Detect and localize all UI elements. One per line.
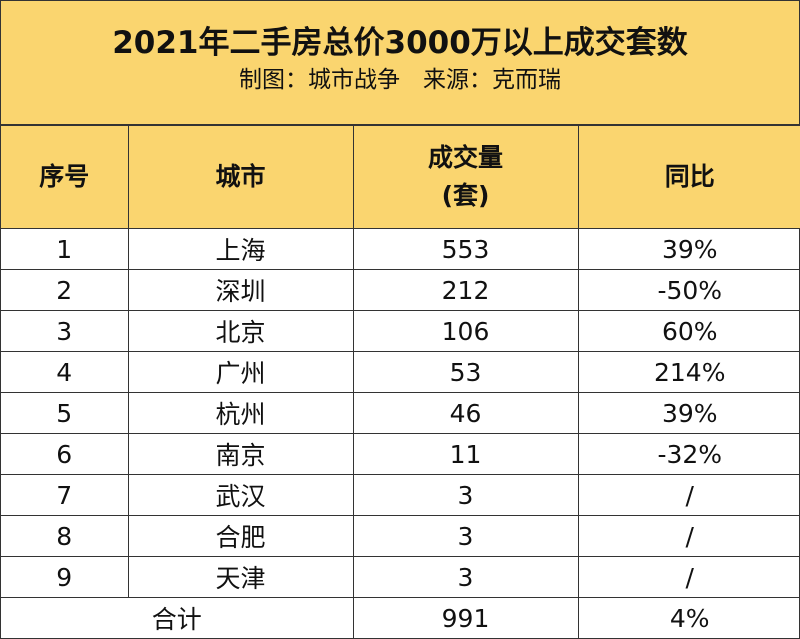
table: 序号 城市 成交量 (套) 同比 1 上海 553 39% 2 深圳 212 -50% 3 北京 106 60… xyxy=(1,125,800,639)
table-cell: 39% xyxy=(577,228,800,270)
table-row: 5 杭州 46 39% xyxy=(1,392,800,434)
column-header-text: 同比 xyxy=(664,162,715,191)
table-cell: 6 xyxy=(1,433,129,475)
table-cell: 53 xyxy=(352,351,579,393)
table-cell: 553 xyxy=(352,228,579,270)
table-cell: 214% xyxy=(577,351,800,393)
table-cell: / xyxy=(577,474,800,516)
table-row: 2 深圳 212 -50% xyxy=(1,269,800,311)
table-cell: 3 xyxy=(352,474,579,516)
table-cell: 上海 xyxy=(127,228,354,270)
subtitle: 制图：城市战争 来源：克而瑞 xyxy=(239,67,561,93)
table-cell: / xyxy=(577,556,800,598)
table-cell: -32% xyxy=(577,433,800,475)
column-header: 序号 xyxy=(1,125,129,229)
table-cell: 106 xyxy=(352,310,579,352)
table-cell: 4 xyxy=(1,351,129,393)
table-row: 7 武汉 3/ xyxy=(1,474,800,516)
table-row: 9 天津 3/ xyxy=(1,556,800,598)
header-row: 序号 城市 成交量 (套) 同比 xyxy=(1,125,800,229)
table-cell: 武汉 xyxy=(127,474,354,516)
table-cell: 南京 xyxy=(127,433,354,475)
table-cell: 深圳 xyxy=(127,269,354,311)
table-cell: 3 xyxy=(1,310,129,352)
table-cell: 1 xyxy=(1,228,129,270)
total-change: 4% xyxy=(577,597,800,639)
table-cell: 9 xyxy=(1,556,129,598)
table-cell: 3 xyxy=(352,515,579,557)
table-cell: -50% xyxy=(577,269,800,311)
table-row: 3 北京 106 60% xyxy=(1,310,800,352)
table-cell: 天津 xyxy=(127,556,354,598)
table-cell: 11 xyxy=(352,433,579,475)
column-unit: (套) xyxy=(441,181,490,210)
table-cell: / xyxy=(577,515,800,557)
total-label: 合计 xyxy=(1,597,354,639)
table-cell: 60% xyxy=(577,310,800,352)
table-cell: 46 xyxy=(352,392,579,434)
table-body: 1 上海 553 39% 2 深圳 212 -50% 3 北京 106 60% 4 广州 53 214% 5 杭州… xyxy=(1,228,800,639)
column-header: 成交量 (套) xyxy=(352,125,579,229)
table-cell: 3 xyxy=(352,556,579,598)
table-cell: 广州 xyxy=(127,351,354,393)
table-row: 6 南京 11 -32% xyxy=(1,433,800,475)
table-cell: 杭州 xyxy=(127,392,354,434)
title: 2021年二手房总价3000万以上成交套数 xyxy=(112,25,688,61)
table-cell: 5 xyxy=(1,392,129,434)
column-header: 城市 xyxy=(127,125,354,229)
table-cell: 39% xyxy=(577,392,800,434)
table-row: 1 上海 553 39% xyxy=(1,228,800,270)
table-cell: 合肥 xyxy=(127,515,354,557)
table-cell: 北京 xyxy=(127,310,354,352)
table-row: 4 广州 53 214% xyxy=(1,351,800,393)
table-cell: 7 xyxy=(1,474,129,516)
column-header-text: 成交量 xyxy=(427,143,503,172)
table-row: 8 合肥 3/ xyxy=(1,515,800,557)
table-cell: 212 xyxy=(352,269,579,311)
total-row: 合计 991 4% xyxy=(1,597,800,639)
table-cell: 8 xyxy=(1,515,129,557)
column-header: 同比 xyxy=(577,125,800,229)
table-cell: 2 xyxy=(1,269,129,311)
column-header-text: 城市 xyxy=(215,162,266,191)
total-volume: 991 xyxy=(352,597,579,639)
title-band: 2021年二手房总价3000万以上成交套数 制图：城市战争 来源：克而瑞 xyxy=(1,1,799,125)
column-header-text: 序号 xyxy=(39,162,90,191)
